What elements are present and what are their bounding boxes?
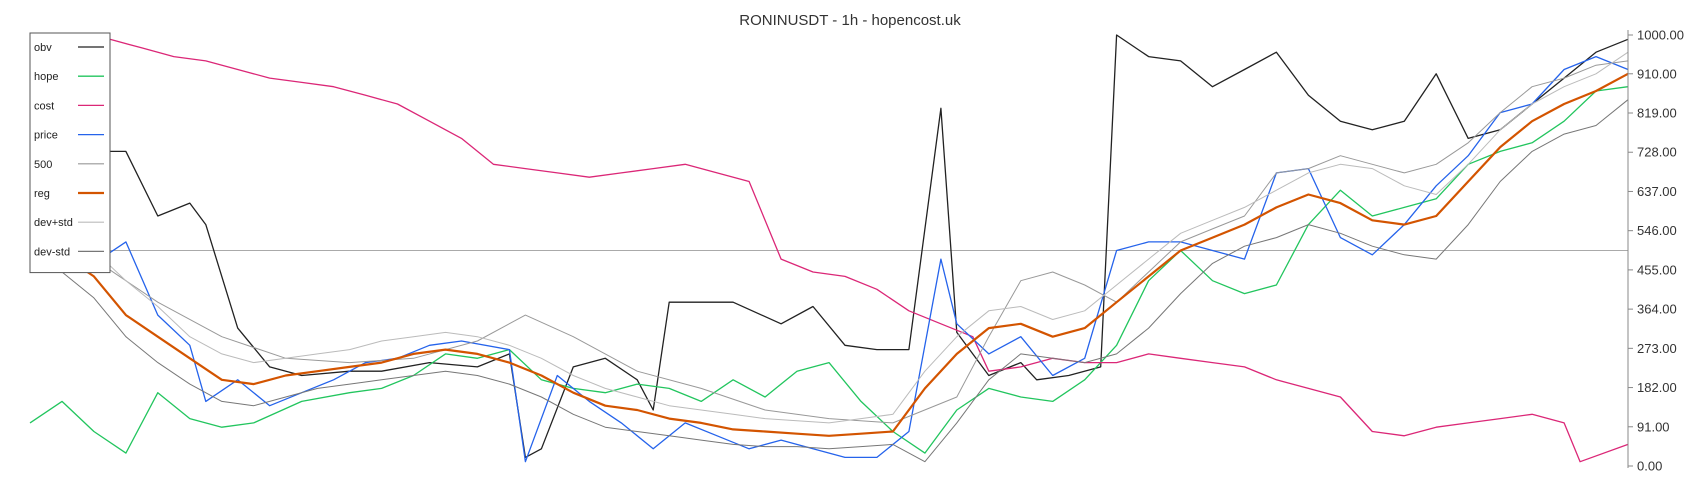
series-line-dev-std bbox=[29, 99, 1629, 463]
legend-label: hope bbox=[34, 71, 58, 83]
series-line-cost bbox=[29, 34, 1629, 463]
y-tick-label: 546.00 bbox=[1637, 223, 1677, 238]
legend-label: dev+std bbox=[34, 217, 73, 229]
y-axis: 0.00 91.00 182.00 273.00 364.00 455.00 546.00 6… bbox=[1627, 28, 1684, 474]
series-line-dev-std bbox=[29, 51, 1629, 424]
y-tick-label: 637.00 bbox=[1637, 184, 1677, 199]
y-tick-label: 182.00 bbox=[1637, 380, 1677, 395]
legend-label: cost bbox=[34, 100, 54, 112]
y-tick-label: 819.00 bbox=[1637, 106, 1677, 121]
series-line-hope bbox=[29, 86, 1629, 454]
y-tick-label: 0.00 bbox=[1637, 459, 1662, 474]
y-tick-label: 910.00 bbox=[1637, 66, 1677, 81]
y-tick-label: 728.00 bbox=[1637, 145, 1677, 160]
y-tick-label: 364.00 bbox=[1637, 302, 1677, 317]
y-tick-label: 273.00 bbox=[1637, 341, 1677, 356]
series-line-reg bbox=[29, 72, 1629, 437]
chart-title: RONINUSDT - 1h - hopencost.uk bbox=[739, 12, 961, 29]
legend-label: obv bbox=[34, 42, 52, 54]
legend-label: dev-std bbox=[34, 246, 70, 258]
series-line-obv bbox=[29, 34, 1629, 459]
legend-label: 500 bbox=[34, 159, 52, 171]
legend-box bbox=[29, 32, 111, 274]
y-tick-label: 91.00 bbox=[1637, 419, 1670, 434]
legend-label: reg bbox=[34, 188, 50, 200]
series-line-price bbox=[29, 55, 1629, 463]
legend: obv hope cost price 500 reg dev+std dev-std bbox=[29, 32, 111, 274]
series-line-500 bbox=[29, 60, 1629, 424]
y-tick-label: 1000.00 bbox=[1637, 28, 1684, 43]
series-layer bbox=[29, 34, 1629, 463]
legend-label: price bbox=[34, 130, 58, 142]
y-tick-label: 455.00 bbox=[1637, 262, 1677, 277]
